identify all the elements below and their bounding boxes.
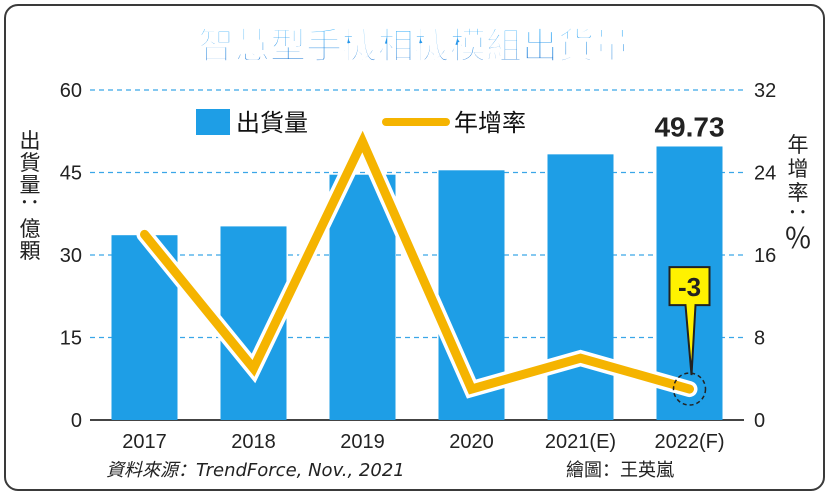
legend: 出貨量 年增率 — [196, 109, 526, 137]
y-axis-label-right-char: 增 — [788, 157, 809, 181]
highlight-value-label: 49.73 — [654, 111, 724, 142]
x-tick-label: 2021(E) — [545, 431, 616, 453]
callout-label: -3 — [678, 272, 701, 302]
y-axis-label-left-char: 貨 — [20, 151, 41, 175]
y-axis-label-left-char: ： — [18, 197, 42, 218]
y-tick-right: 32 — [754, 80, 776, 102]
line-point — [361, 140, 364, 143]
y-tick-left: 45 — [60, 163, 82, 185]
y-tick-right: 0 — [754, 410, 765, 432]
chart-frame: 智慧型手機相機模組出貨量 60 32 45 24 30 16 15 8 0 0 2017 2018 20… — [4, 4, 825, 491]
callout-ring — [672, 372, 707, 406]
y-tick-right: 24 — [754, 163, 776, 185]
x-tick-label: 2020 — [449, 431, 494, 453]
y-tick-left: 30 — [60, 245, 82, 267]
callout-box — [668, 266, 711, 376]
line-point — [579, 357, 582, 360]
credit-note: 繪圖：王英嵐 — [566, 460, 674, 481]
bar — [547, 154, 614, 420]
line-point — [470, 388, 473, 391]
callout: -3 — [668, 266, 711, 406]
growth-line — [140, 130, 694, 395]
x-tick-label: 2017 — [122, 431, 167, 453]
y-axis-label-right: 年增率：％ — [784, 133, 812, 255]
y-axis-label-left-char: 億 — [20, 217, 41, 241]
y-axis-label-left-char: 出 — [20, 129, 41, 153]
x-tick-label: 2019 — [340, 431, 385, 453]
line-point — [143, 233, 146, 236]
y-tick-left: 0 — [71, 410, 82, 432]
line-series — [136, 122, 698, 399]
axis-ticks: 60 32 45 24 30 16 15 8 0 0 2017 2018 2019 2020 2021(E)… — [60, 80, 777, 453]
line-point — [688, 388, 691, 391]
y-tick-left: 15 — [60, 328, 82, 350]
legend-label-bar: 出貨量 — [236, 109, 308, 137]
x-tick-label: 2018 — [231, 431, 276, 453]
y-tick-left: 60 — [60, 80, 82, 102]
bar-series — [111, 146, 723, 421]
y-axis-label-right-char: 年 — [788, 133, 809, 157]
source-note: 資料來源：TrendForce, Nov., 2021 — [106, 460, 405, 481]
legend-label-line: 年增率 — [454, 109, 526, 137]
y-axis-label-right-char: 率 — [788, 181, 809, 205]
chart-title: 智慧型手機相機模組出貨量 — [198, 26, 630, 67]
chart-canvas: 智慧型手機相機模組出貨量 60 32 45 24 30 16 15 8 0 0 2017 2018 20… — [18, 26, 812, 482]
y-axis-label-left-char: 顆 — [20, 239, 41, 263]
legend-swatch-bar — [196, 109, 230, 135]
y-axis-label-right-char: ％ — [784, 222, 812, 255]
y-axis-label-left-char: 量 — [20, 173, 41, 197]
y-axis-label-left: 出貨量：億顆 — [18, 129, 42, 263]
bar — [329, 174, 396, 420]
y-tick-right: 16 — [754, 245, 776, 267]
line-point — [252, 367, 255, 370]
y-tick-right: 8 — [754, 328, 765, 350]
x-tick-label: 2022(F) — [654, 431, 724, 453]
y-axis-label-right-char: ： — [786, 207, 810, 228]
